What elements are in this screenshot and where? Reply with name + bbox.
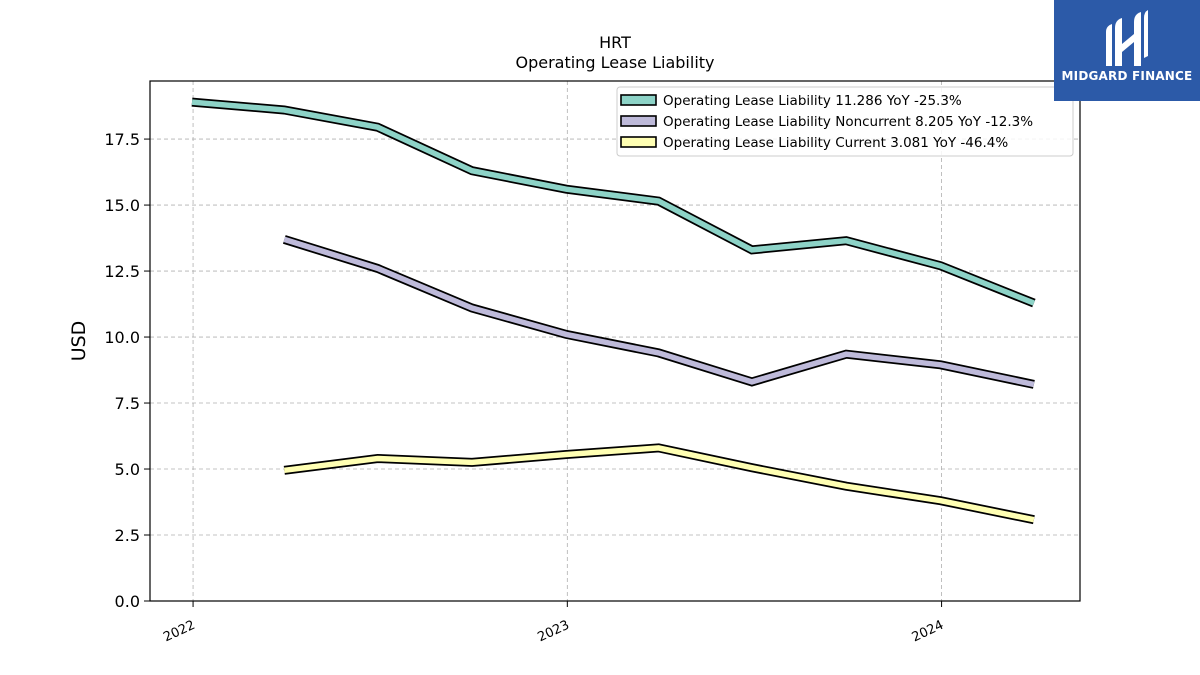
x-tick-label: 2023 (535, 618, 571, 646)
series-layer (191, 97, 1036, 525)
legend-entry: Operating Lease Liability Current 3.081 … (663, 135, 1008, 151)
y-tick-label: 0.0 (115, 592, 140, 611)
y-tick-label: 2.5 (115, 526, 140, 545)
logo-text: MIDGARD FINANCE (1061, 69, 1193, 83)
y-tick-label: 7.5 (115, 394, 140, 413)
series-line-stroke (191, 99, 1035, 306)
legend-swatch (620, 94, 657, 106)
x-axis: 2022 2023 2024 (161, 601, 946, 645)
series-line-1 (191, 97, 1036, 308)
logo-mark-icon (1106, 10, 1148, 66)
y-tick-label: 17.5 (104, 130, 140, 149)
legend: Operating Lease Liability 11.286 YoY -25… (616, 86, 1074, 157)
chart-subtitle: Operating Lease Liability (515, 53, 714, 72)
legend-entry: Operating Lease Liability Noncurrent 8.2… (663, 114, 1033, 130)
legend-box (616, 86, 1074, 157)
x-tick-label: 2022 (161, 618, 197, 646)
y-tick-label: 10.0 (104, 328, 140, 347)
grid (150, 81, 1080, 602)
y-tick-label: 5.0 (115, 460, 140, 479)
series-line-3 (283, 443, 1035, 525)
legend-swatch (620, 115, 657, 127)
plot-frame (149, 80, 1081, 602)
chart-title: HRT (599, 33, 631, 52)
legend-entry: Operating Lease Liability 11.286 YoY -25… (663, 93, 962, 109)
legend-swatch (620, 136, 657, 148)
y-axis: 0.0 2.5 5.0 7.5 10.0 12.5 15.0 17.5 (104, 130, 150, 611)
y-axis-label: USD (68, 321, 90, 362)
brand-logo: MIDGARD FINANCE (1054, 0, 1200, 101)
series-line-2 (282, 235, 1035, 389)
series-line-stroke (283, 236, 1035, 388)
x-tick-label: 2024 (910, 618, 946, 646)
series-line-stroke (283, 445, 1035, 523)
y-tick-label: 12.5 (104, 262, 140, 281)
y-tick-label: 15.0 (104, 196, 140, 215)
